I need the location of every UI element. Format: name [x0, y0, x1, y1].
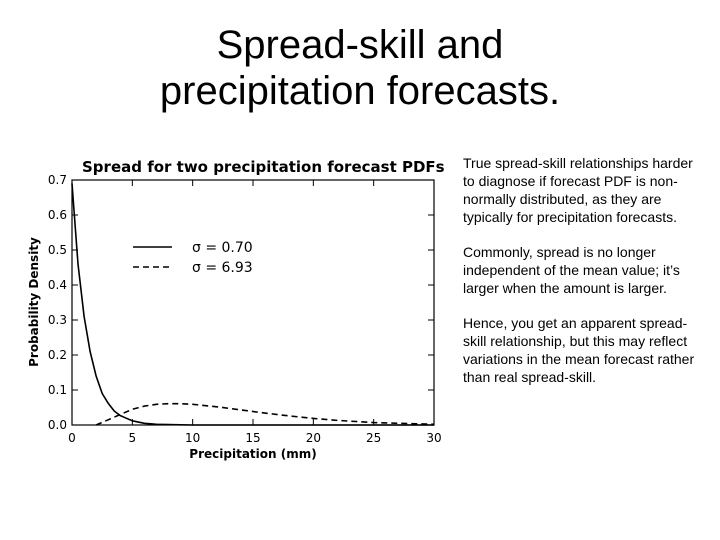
- slide-title-line-1: Spread-skill and: [216, 23, 504, 67]
- precipitation-pdf-chart: Spread for two precipitation forecast PD…: [27, 158, 445, 461]
- x-tick-label: 10: [185, 431, 200, 445]
- legend-label-1: σ = 0.70: [192, 240, 253, 256]
- x-tick-label: 0: [68, 431, 76, 445]
- note-paragraph-3: Hence, you get an apparent spread-skill …: [463, 315, 695, 385]
- series-line-1: [71, 183, 434, 426]
- slide-title-line-2: precipitation forecasts.: [159, 69, 561, 113]
- x-tick-label: 25: [366, 431, 381, 445]
- y-axis-ticks: 0.0 0.1 0.2 0.3 0.4 0.5 0.6 0.7: [48, 173, 434, 432]
- x-axis-ticks: 0 5 10 15 20 25 30: [68, 180, 442, 445]
- chart-title: Spread for two precipitation forecast PD…: [82, 158, 445, 176]
- x-tick-label: 30: [426, 431, 441, 445]
- x-tick-label: 5: [129, 431, 137, 445]
- x-tick-label: 15: [245, 431, 260, 445]
- y-tick-label: 0.1: [48, 383, 67, 397]
- plot-frame: [71, 179, 435, 426]
- series-line-2: [95, 402, 435, 426]
- note-paragraph-1: True spread-skill relationships harder t…: [463, 155, 693, 225]
- slide-notes: True spread-skill relationships harder t…: [463, 154, 708, 403]
- note-paragraph-2: Commonly, spread is no longer independen…: [463, 244, 680, 296]
- y-tick-label: 0.5: [48, 243, 67, 257]
- y-tick-label: 0.2: [48, 348, 67, 362]
- y-tick-label: 0.7: [48, 173, 67, 187]
- y-tick-label: 0.0: [48, 418, 67, 432]
- legend-label-2: σ = 6.93: [192, 260, 253, 276]
- chart-legend: σ = 0.70 σ = 6.93: [133, 240, 253, 276]
- y-tick-label: 0.3: [48, 313, 67, 327]
- y-axis-label: Probability Density: [27, 237, 41, 367]
- x-axis-label: Precipitation (mm): [189, 447, 316, 461]
- series-lines: [71, 183, 435, 426]
- x-tick-label: 20: [306, 431, 321, 445]
- y-tick-label: 0.4: [48, 278, 67, 292]
- slide-title: Spread-skill and precipitation forecasts…: [90, 22, 630, 114]
- y-tick-label: 0.6: [48, 208, 67, 222]
